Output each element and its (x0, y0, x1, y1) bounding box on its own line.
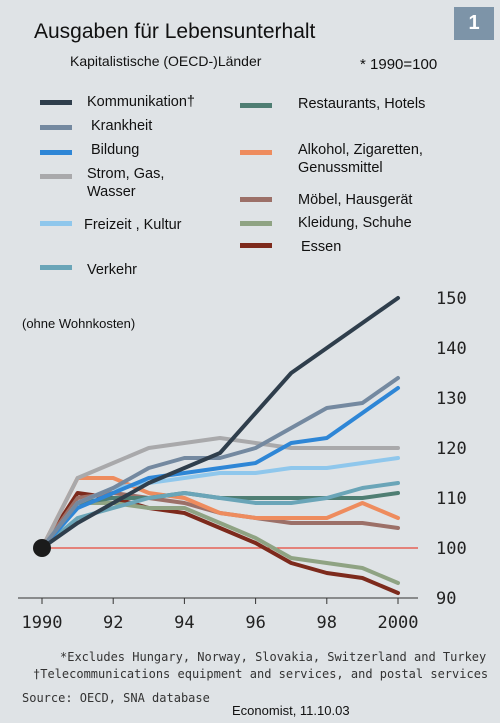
legend-swatch (40, 100, 72, 105)
series-line (40, 501, 400, 585)
x-tick-label: 98 (317, 613, 337, 633)
series-line (40, 476, 400, 550)
series-line (40, 481, 400, 550)
legend-swatch (40, 150, 72, 155)
origin-point (33, 539, 51, 557)
legend-swatch (240, 243, 272, 248)
chart-subtitle: Kapitalistische (OECD-)Länder (70, 53, 262, 69)
credit-note: Economist, 11.10.03 (232, 703, 350, 718)
x-tick-label: 2000 (378, 613, 419, 633)
series-line (40, 386, 400, 550)
legend-swatch (240, 103, 272, 108)
legend-swatch (240, 197, 272, 202)
chart-title: Ausgaben für Lebensunterhalt (34, 20, 316, 43)
y-tick-label: 110 (436, 489, 467, 509)
x-tick-label: 94 (174, 613, 194, 633)
chart-number-badge: 1 (454, 7, 494, 40)
series-line (40, 296, 400, 550)
legend-label: Alkohol, Zigaretten, Genussmittel (298, 142, 423, 176)
legend-label: Möbel, Hausgerät (298, 192, 413, 208)
x-tick-label: 1990 (22, 613, 63, 633)
y-tick-label: 140 (436, 339, 467, 359)
x-tick-label: 96 (245, 613, 265, 633)
legend-label: Essen (301, 239, 342, 255)
y-tick-label: 130 (436, 389, 467, 409)
chart-annotation: (ohne Wohnkosten) (22, 316, 136, 331)
legend-swatch (40, 125, 72, 130)
y-tick-label: 120 (436, 439, 467, 459)
legend-label: Strom, Gas, Wasser (87, 166, 165, 200)
legend-label: Restaurants, Hotels (298, 96, 426, 112)
legend-swatch (40, 174, 72, 179)
legend-label: Bildung (91, 142, 140, 158)
legend-swatch (40, 221, 72, 226)
footnote-excludes: *Excludes Hungary, Norway, Slovakia, Swi… (60, 650, 487, 664)
series-line (40, 376, 400, 550)
source-note: Source: OECD, SNA database (22, 691, 210, 705)
y-tick-label: 90 (436, 589, 456, 609)
series-line (40, 491, 400, 595)
legend-swatch (240, 221, 272, 226)
legend-swatch (40, 265, 72, 270)
footnote-telecom: †Telecommunications equipment and servic… (33, 667, 489, 681)
legend-label: Kleidung, Schuhe (298, 215, 412, 231)
y-tick-label: 100 (436, 539, 467, 559)
y-tick-label: 150 (436, 289, 467, 309)
x-tick-label: 92 (103, 613, 123, 633)
legend-label: Krankheit (91, 118, 153, 134)
legend-swatch (240, 150, 272, 155)
series-line (40, 436, 400, 550)
index-note: * 1990=100 (360, 56, 438, 73)
legend-label: Freizeit , Kultur (84, 217, 182, 233)
legend-label: Kommunikation† (87, 94, 195, 110)
legend-label: Verkehr (87, 262, 137, 278)
